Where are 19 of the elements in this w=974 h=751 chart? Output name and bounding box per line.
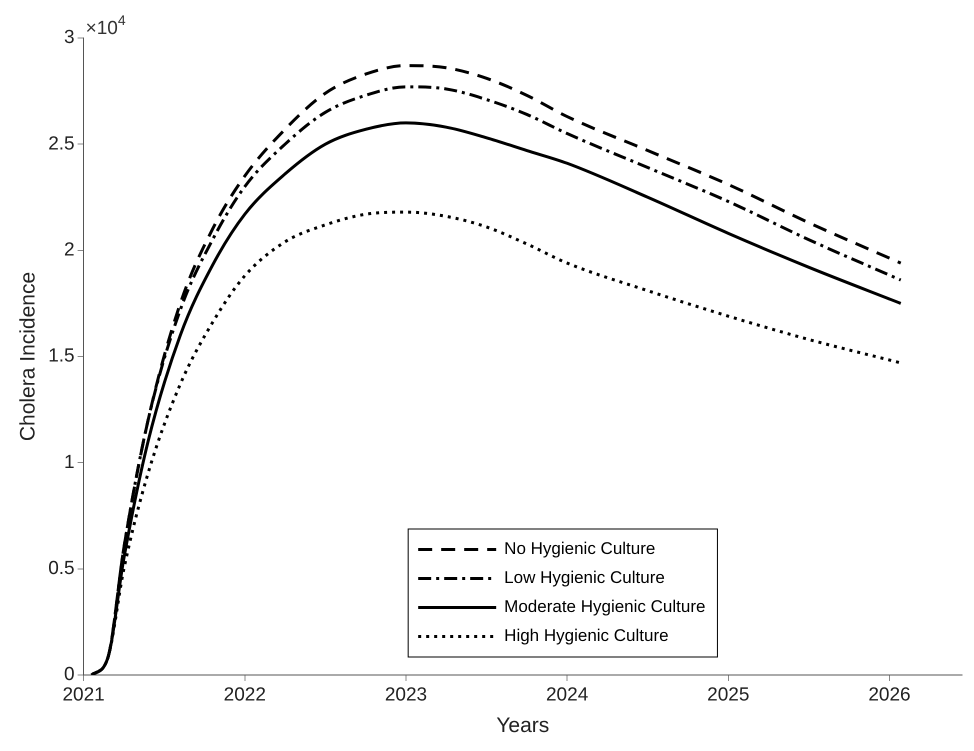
x-tick-label: 2026: [868, 684, 911, 706]
y-tick-label: 2.5: [48, 133, 75, 154]
x-tick-label: 2022: [224, 684, 266, 706]
x-tick-label: 2021: [62, 684, 105, 706]
y-tick-label: 1.5: [48, 346, 75, 367]
legend-label: Low Hygienic Culture: [504, 568, 665, 588]
x-axis-title: Years: [496, 714, 550, 738]
x-tick-label: 2025: [707, 684, 750, 706]
y-tick-label: 2: [64, 240, 75, 261]
x-tick-label: 2023: [384, 684, 428, 706]
legend-label: No Hygienic Culture: [504, 539, 656, 558]
legend-label: Moderate Hygienic Culture: [504, 597, 706, 616]
y-axis-title: Cholera Incidence: [16, 272, 40, 442]
y-tick-label: 0.5: [48, 558, 75, 580]
y-tick-label: 0: [64, 664, 75, 686]
y-tick-label: 3: [64, 27, 75, 48]
y-tick-label: 1: [64, 452, 75, 473]
legend-label: High Hygienic Culture: [504, 626, 669, 646]
x-tick-label: 2024: [546, 684, 589, 706]
